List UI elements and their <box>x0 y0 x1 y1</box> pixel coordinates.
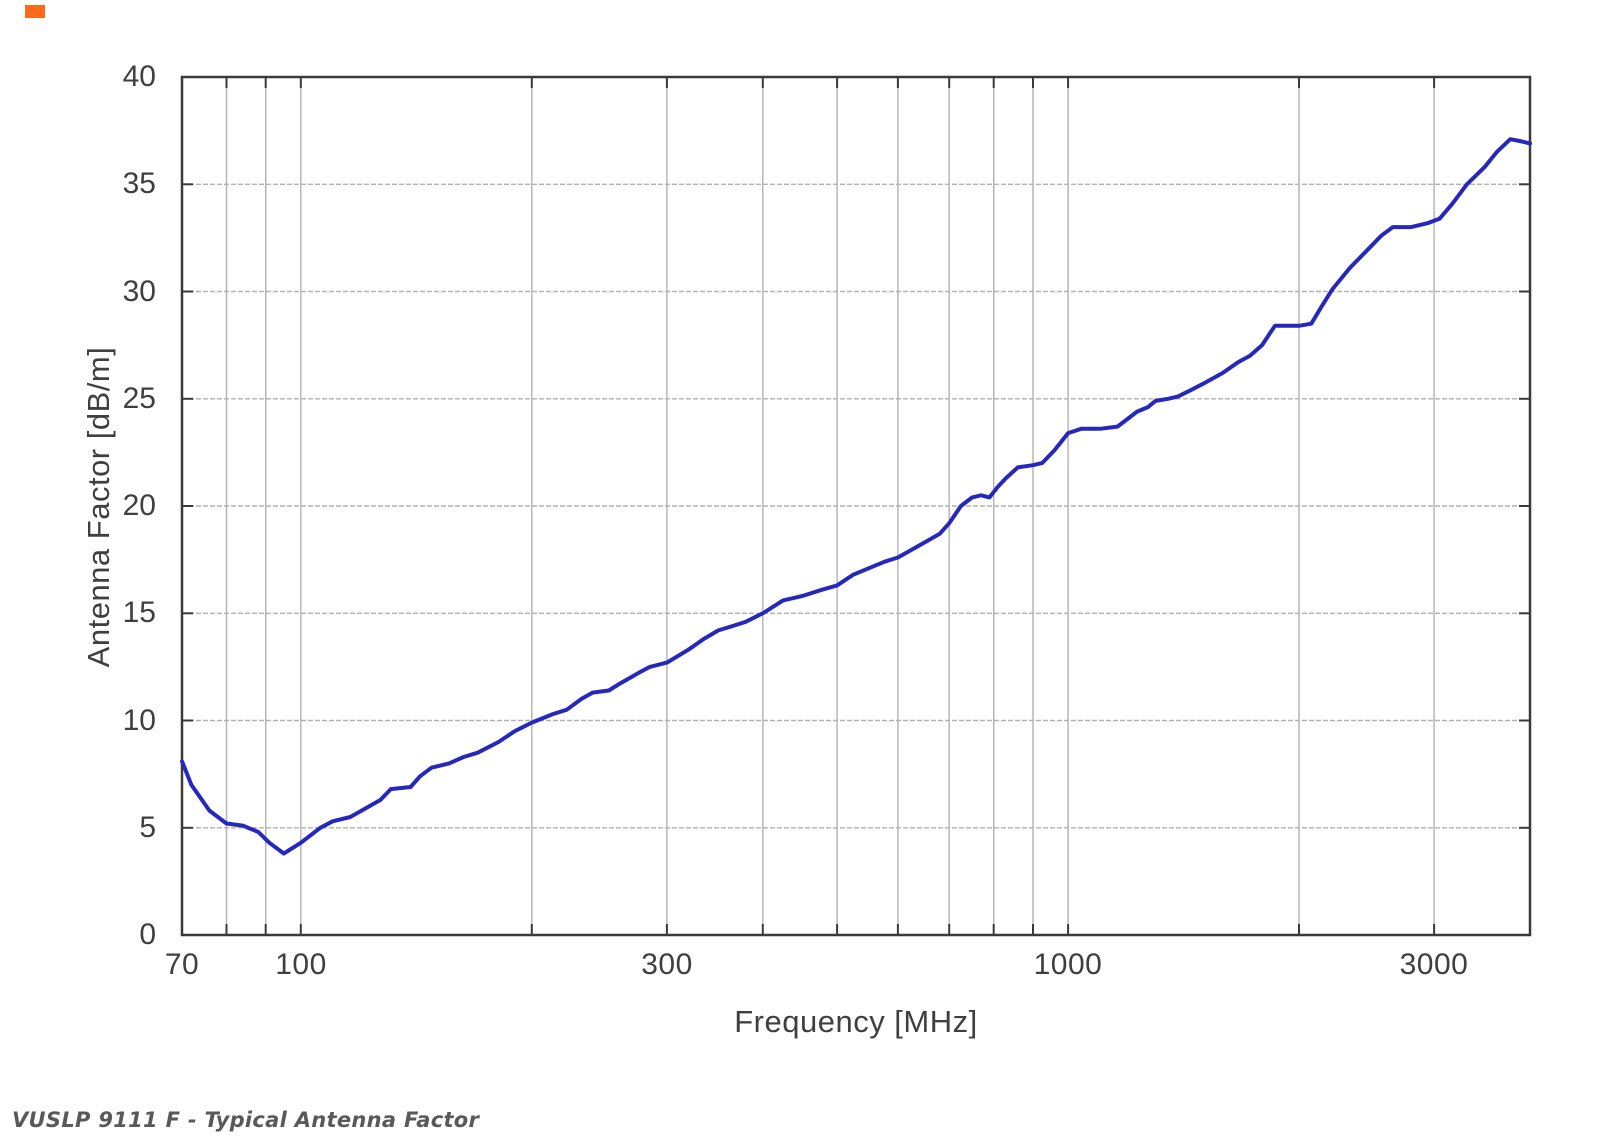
y-tick-label: 20 <box>122 489 156 522</box>
x-tick-label: 3000 <box>1399 948 1469 981</box>
x-tick-label: 70 <box>164 948 200 981</box>
corner-marker <box>25 5 45 18</box>
y-tick-label: 40 <box>122 60 156 93</box>
figure-caption: VUSLP 9111 F - Typical Antenna Factor <box>12 1108 480 1132</box>
y-tick-label: 25 <box>122 382 156 415</box>
y-tick-label: 30 <box>122 275 156 308</box>
y-tick-label: 0 <box>139 918 156 951</box>
y-tick-label: 35 <box>122 167 156 200</box>
antenna-factor-curve <box>180 137 1532 856</box>
x-tick-label: 300 <box>641 948 693 981</box>
x-tick-label: 1000 <box>1033 948 1103 981</box>
x-axis-title: Frequency [MHz] <box>734 1004 978 1039</box>
y-tick-label: 15 <box>122 596 156 629</box>
x-tick-label: 100 <box>275 948 327 981</box>
y-tick-label: 10 <box>122 704 156 737</box>
y-tick-label: 5 <box>139 811 156 844</box>
